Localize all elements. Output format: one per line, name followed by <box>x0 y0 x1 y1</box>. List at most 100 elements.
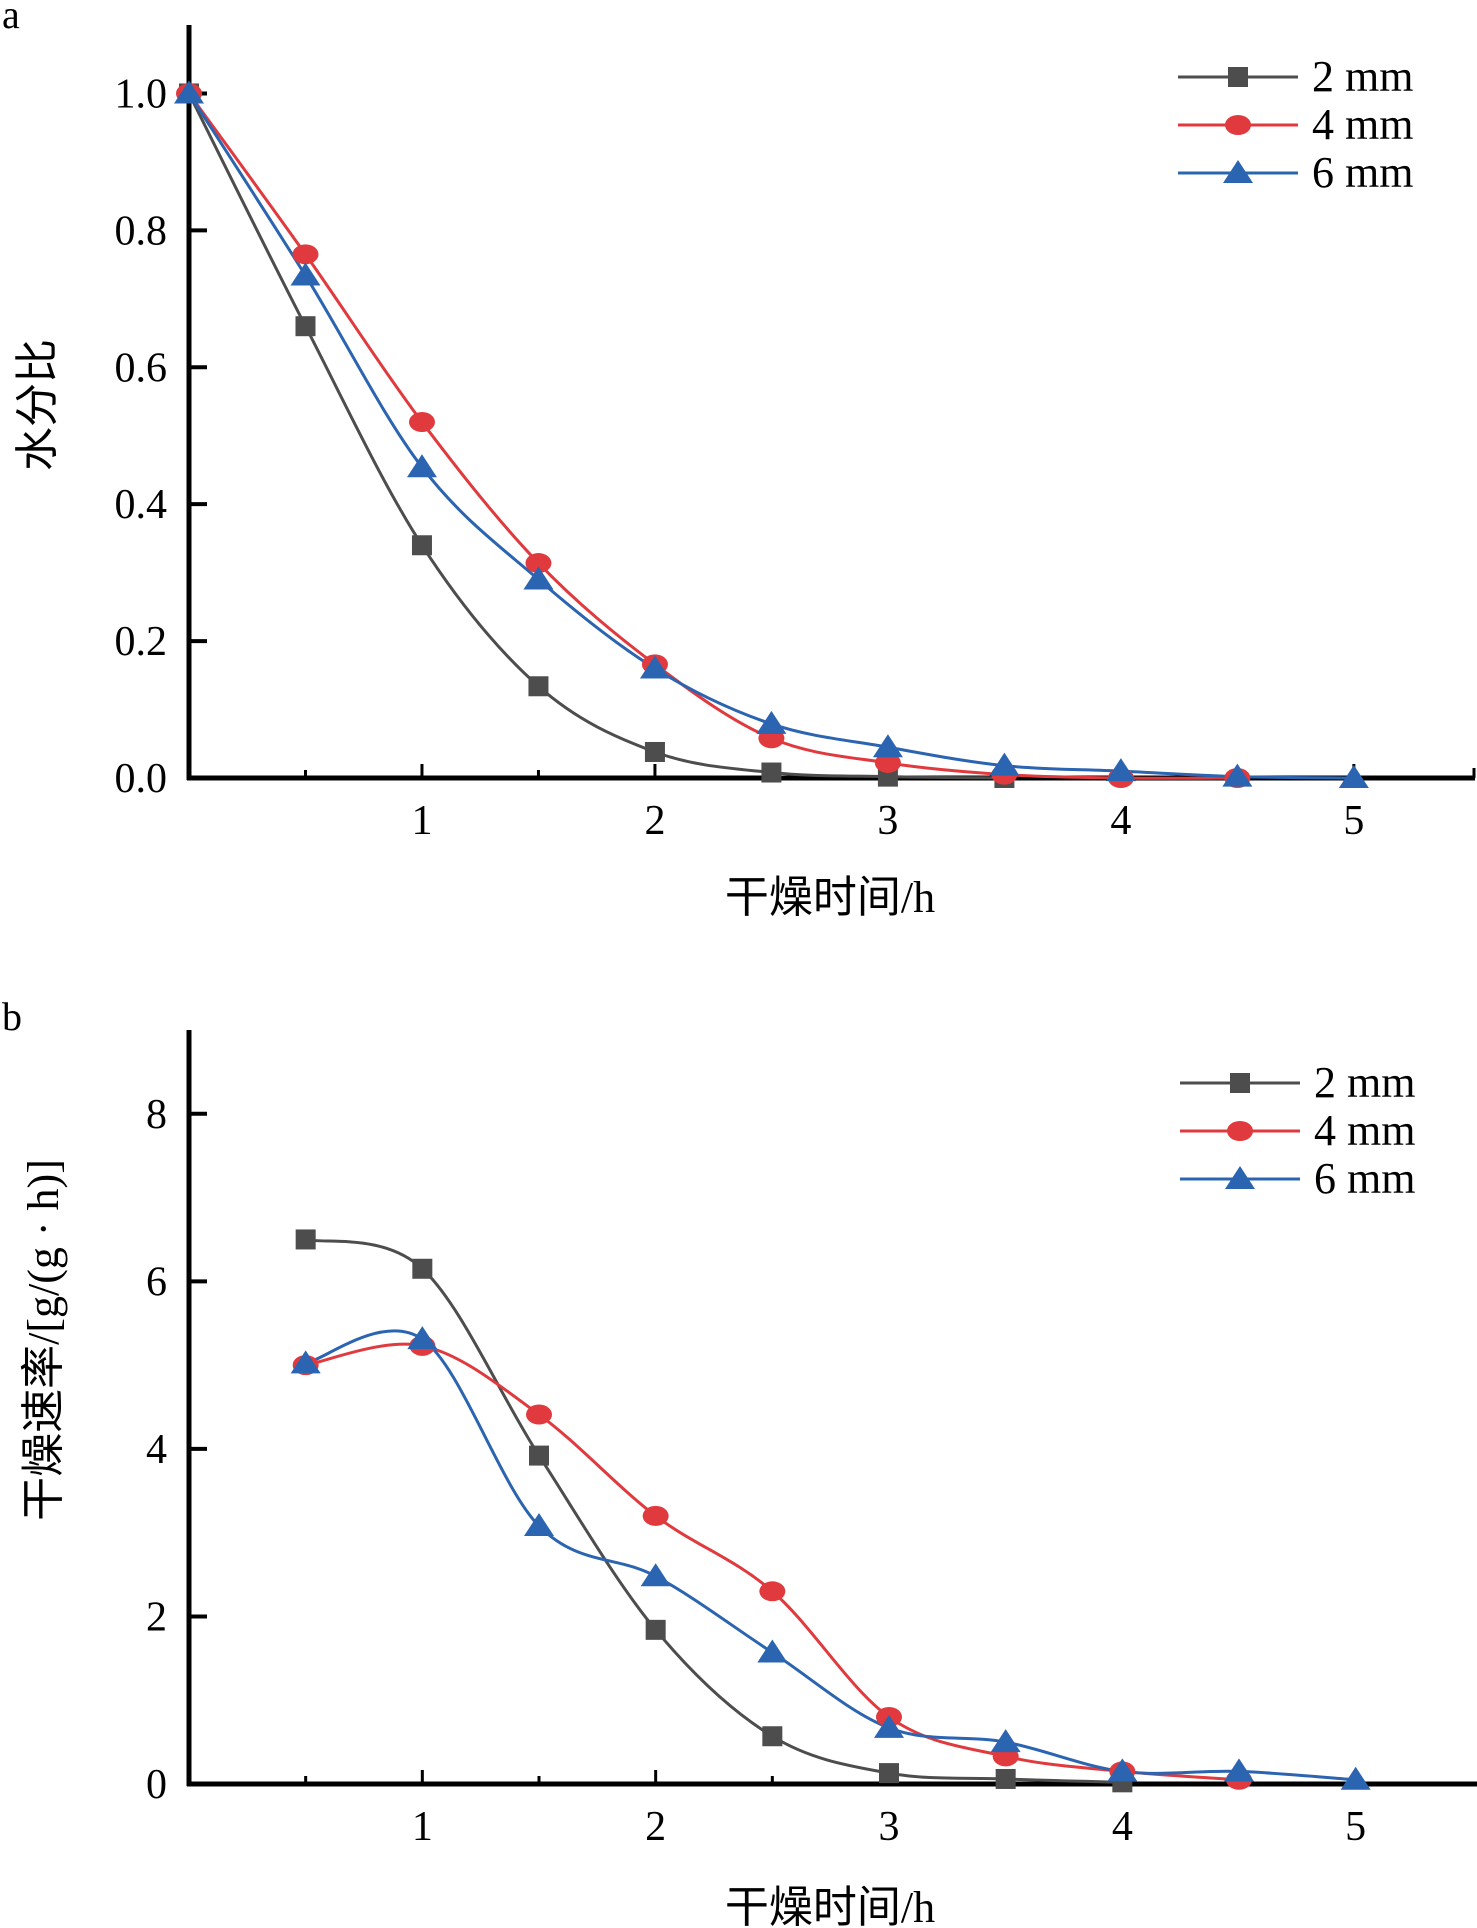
data-point <box>879 1763 899 1784</box>
legend-item: 2 mm <box>1178 52 1413 101</box>
legend-marker <box>1225 1166 1255 1189</box>
markers-4mm <box>292 1335 1252 1790</box>
data-point <box>412 1258 433 1279</box>
data-point <box>290 262 321 286</box>
panel-label-b: b <box>2 994 22 1039</box>
series-group-b <box>290 1229 1371 1793</box>
data-point <box>295 316 316 337</box>
x-tick-label: 4 <box>1110 798 1131 844</box>
data-point <box>523 566 554 590</box>
y-tick-label: 0.8 <box>115 208 168 254</box>
y-tick-label: 6 <box>146 1259 167 1305</box>
data-point <box>292 244 319 265</box>
data-point <box>1338 765 1369 788</box>
y-axis-label-a: 水分比 <box>13 339 62 471</box>
markers-2mm <box>179 83 1015 788</box>
panel-label-a: a <box>2 0 20 37</box>
data-point <box>1224 1758 1254 1782</box>
data-point <box>995 1768 1016 1789</box>
y-tick-label: 0.0 <box>115 756 168 802</box>
data-point <box>1222 763 1253 787</box>
series-line <box>305 1329 1356 1782</box>
series-2mm <box>187 92 1005 780</box>
axes-b: 0 2 4 6 8 1 2 3 4 5 <box>146 1030 1477 1850</box>
markers-6mm <box>174 80 1369 788</box>
data-point <box>990 1729 1021 1753</box>
axes-a: 0.0 0.2 0.4 0.6 0.8 1.0 1 2 3 4 5 <box>115 25 1476 844</box>
data-point <box>642 1505 669 1526</box>
chart-panel-b: b 0 2 4 6 8 1 2 3 4 5 2 mm4 mm6 mm 干燥时间/h 干燥速率/[g… <box>2 994 1477 1928</box>
data-point <box>1107 1758 1138 1782</box>
legend-item: 4 mm <box>1180 1106 1415 1155</box>
legend-label: 2 mm <box>1312 52 1413 101</box>
legend-label: 6 mm <box>1314 1154 1415 1203</box>
legend-label: 4 mm <box>1312 100 1413 149</box>
x-axis-label-b: 干燥时间/h <box>725 1883 935 1928</box>
data-point <box>174 80 204 104</box>
data-point <box>407 1326 438 1350</box>
data-point <box>645 1619 666 1640</box>
series-line <box>305 1237 1123 1784</box>
x-tick-label: 1 <box>412 1804 433 1850</box>
data-point <box>639 655 670 679</box>
data-point <box>406 454 437 478</box>
y-tick-label: 1.0 <box>115 71 168 117</box>
data-point <box>525 553 552 574</box>
legend-label: 6 mm <box>1312 148 1413 197</box>
y-tick-label: 0.6 <box>115 345 168 391</box>
legend-marker <box>1230 1073 1250 1093</box>
legend-marker <box>1225 115 1251 135</box>
y-tick-label: 4 <box>146 1427 167 1473</box>
x-tick-label: 3 <box>879 1804 900 1850</box>
y-tick-label: 2 <box>146 1594 167 1640</box>
data-point <box>874 1714 904 1738</box>
series-6mm <box>305 1329 1356 1782</box>
series-line <box>187 92 1238 780</box>
y-tick-label: 0.2 <box>115 619 168 665</box>
data-point <box>756 710 787 734</box>
data-point <box>528 676 549 697</box>
data-point <box>762 1726 783 1747</box>
series-4mm <box>187 92 1238 780</box>
legend-marker <box>1223 160 1253 183</box>
legend-a: 2 mm4 mm6 mm <box>1178 52 1413 197</box>
x-tick-label: 3 <box>877 798 898 844</box>
data-point <box>529 1445 549 1466</box>
data-point <box>1340 1766 1371 1790</box>
data-point <box>1105 758 1136 782</box>
series-group-a <box>174 80 1369 788</box>
legend-item: 2 mm <box>1180 1058 1415 1107</box>
legend-marker <box>1228 67 1248 87</box>
data-point <box>757 1639 788 1663</box>
y-tick-label: 8 <box>146 1092 167 1138</box>
x-tick-label: 2 <box>645 1804 666 1850</box>
y-tick-label: 0 <box>146 1762 167 1808</box>
y-tick-label: 0.4 <box>115 482 168 528</box>
data-point <box>526 1404 552 1425</box>
data-point <box>759 1581 786 1602</box>
x-tick-label: 5 <box>1345 1804 1366 1850</box>
data-point <box>524 1512 554 1536</box>
data-point <box>408 412 435 433</box>
series-line <box>187 92 1354 780</box>
legend-label: 4 mm <box>1314 1106 1415 1155</box>
series-line <box>187 92 1005 780</box>
legend-item: 6 mm <box>1178 148 1413 197</box>
chart-panel-a: a 0.0 0.2 0.4 0.6 0.8 1.0 1 2 3 4 5 2 mm4 mm6 mm 干… <box>2 0 1476 922</box>
data-point <box>761 762 782 783</box>
data-point <box>295 1229 316 1250</box>
series-4mm <box>305 1342 1240 1782</box>
markers-6mm <box>290 1326 1371 1790</box>
data-point <box>411 535 432 556</box>
series-6mm <box>187 92 1354 780</box>
data-point <box>644 741 665 762</box>
data-point <box>640 1563 671 1587</box>
markers-4mm <box>176 83 1251 788</box>
data-point <box>872 734 903 758</box>
legend-marker <box>1227 1121 1253 1141</box>
markers-2mm <box>295 1229 1133 1793</box>
x-tick-label: 1 <box>411 798 432 844</box>
legend-b: 2 mm4 mm6 mm <box>1180 1058 1415 1203</box>
x-axis-label-a: 干燥时间/h <box>725 873 935 922</box>
legend-item: 4 mm <box>1178 100 1413 149</box>
